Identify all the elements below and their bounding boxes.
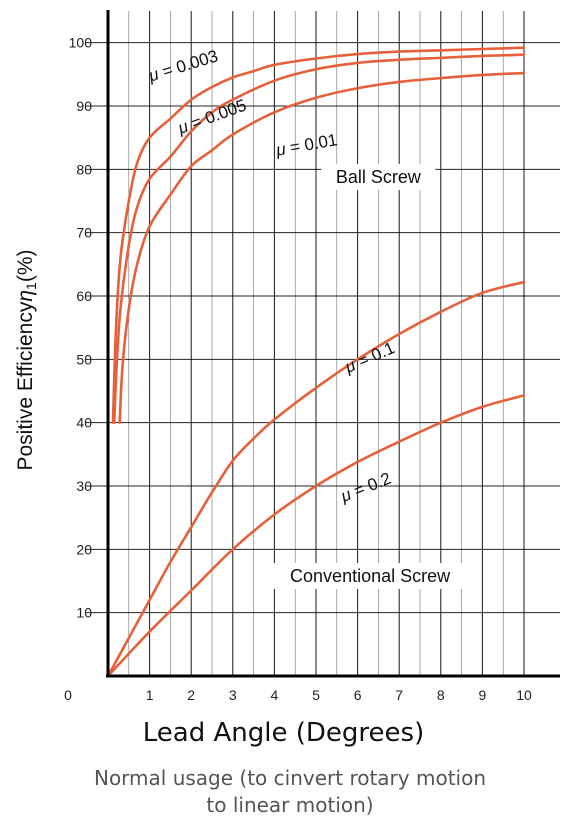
x-tick-label: 6 xyxy=(354,687,362,703)
region-label-bg xyxy=(321,164,436,190)
series-line-5 xyxy=(106,394,526,678)
series-label: μ = 0.1 xyxy=(341,338,397,377)
x-tick-label: 7 xyxy=(395,687,403,703)
y-tick-label: 40 xyxy=(76,415,92,431)
region-label-bg xyxy=(273,563,468,589)
series-label: μ = 0.2 xyxy=(337,469,394,507)
y-tick-label: 60 xyxy=(76,288,92,304)
x-tick-label: 2 xyxy=(187,687,195,703)
region-labels: Ball Screw Conventional Screw xyxy=(273,164,468,589)
x-tick-label: 4 xyxy=(271,687,279,703)
series-line-1 xyxy=(111,46,526,424)
y-tick-label: 10 xyxy=(76,605,92,621)
x-tick-label: 8 xyxy=(437,687,445,703)
series-line-2 xyxy=(112,53,526,424)
y-tick-label: 20 xyxy=(76,541,92,557)
x-tick-label: 9 xyxy=(479,687,487,703)
x-axis-label: Lead Angle (Degrees) xyxy=(142,718,425,748)
efficiency-curves xyxy=(106,46,526,678)
x-tick-label: 1 xyxy=(146,687,154,703)
chart-caption: Normal usage (to cinvert rotary motion t… xyxy=(93,766,487,817)
y-tick-label: 70 xyxy=(76,225,92,241)
y-tick-label: 50 xyxy=(76,351,92,367)
x-tick-labels: 0 1 2 3 4 5 6 7 8 9 10 xyxy=(64,687,532,703)
region-label: Ball Screw xyxy=(336,167,422,187)
x-tick-label: 0 xyxy=(64,687,72,703)
x-tick-label: 10 xyxy=(516,687,532,703)
x-tick-label: 3 xyxy=(229,687,237,703)
x-tick-label: 5 xyxy=(312,687,320,703)
series-line-4 xyxy=(106,280,526,678)
region-label: Conventional Screw xyxy=(290,566,451,586)
y-tick-label: 100 xyxy=(69,35,93,51)
axes xyxy=(106,10,560,678)
y-tick-labels: 10 20 30 40 50 60 70 80 90 100 xyxy=(69,35,93,621)
series-label: μ = 0.01 xyxy=(274,130,339,160)
y-tick-label: 90 xyxy=(76,98,92,114)
y-axis-label: Positive Efficiencyη1(%) xyxy=(14,250,39,471)
efficiency-chart: 0 1 2 3 4 5 6 7 8 9 10 10 20 30 40 50 60 70 80 90 100 μ = 0… xyxy=(14,10,560,703)
y-tick-label: 80 xyxy=(76,161,92,177)
y-tick-label: 30 xyxy=(76,478,92,494)
series-label: μ = 0.003 xyxy=(146,46,221,85)
series-line-3 xyxy=(118,71,526,424)
